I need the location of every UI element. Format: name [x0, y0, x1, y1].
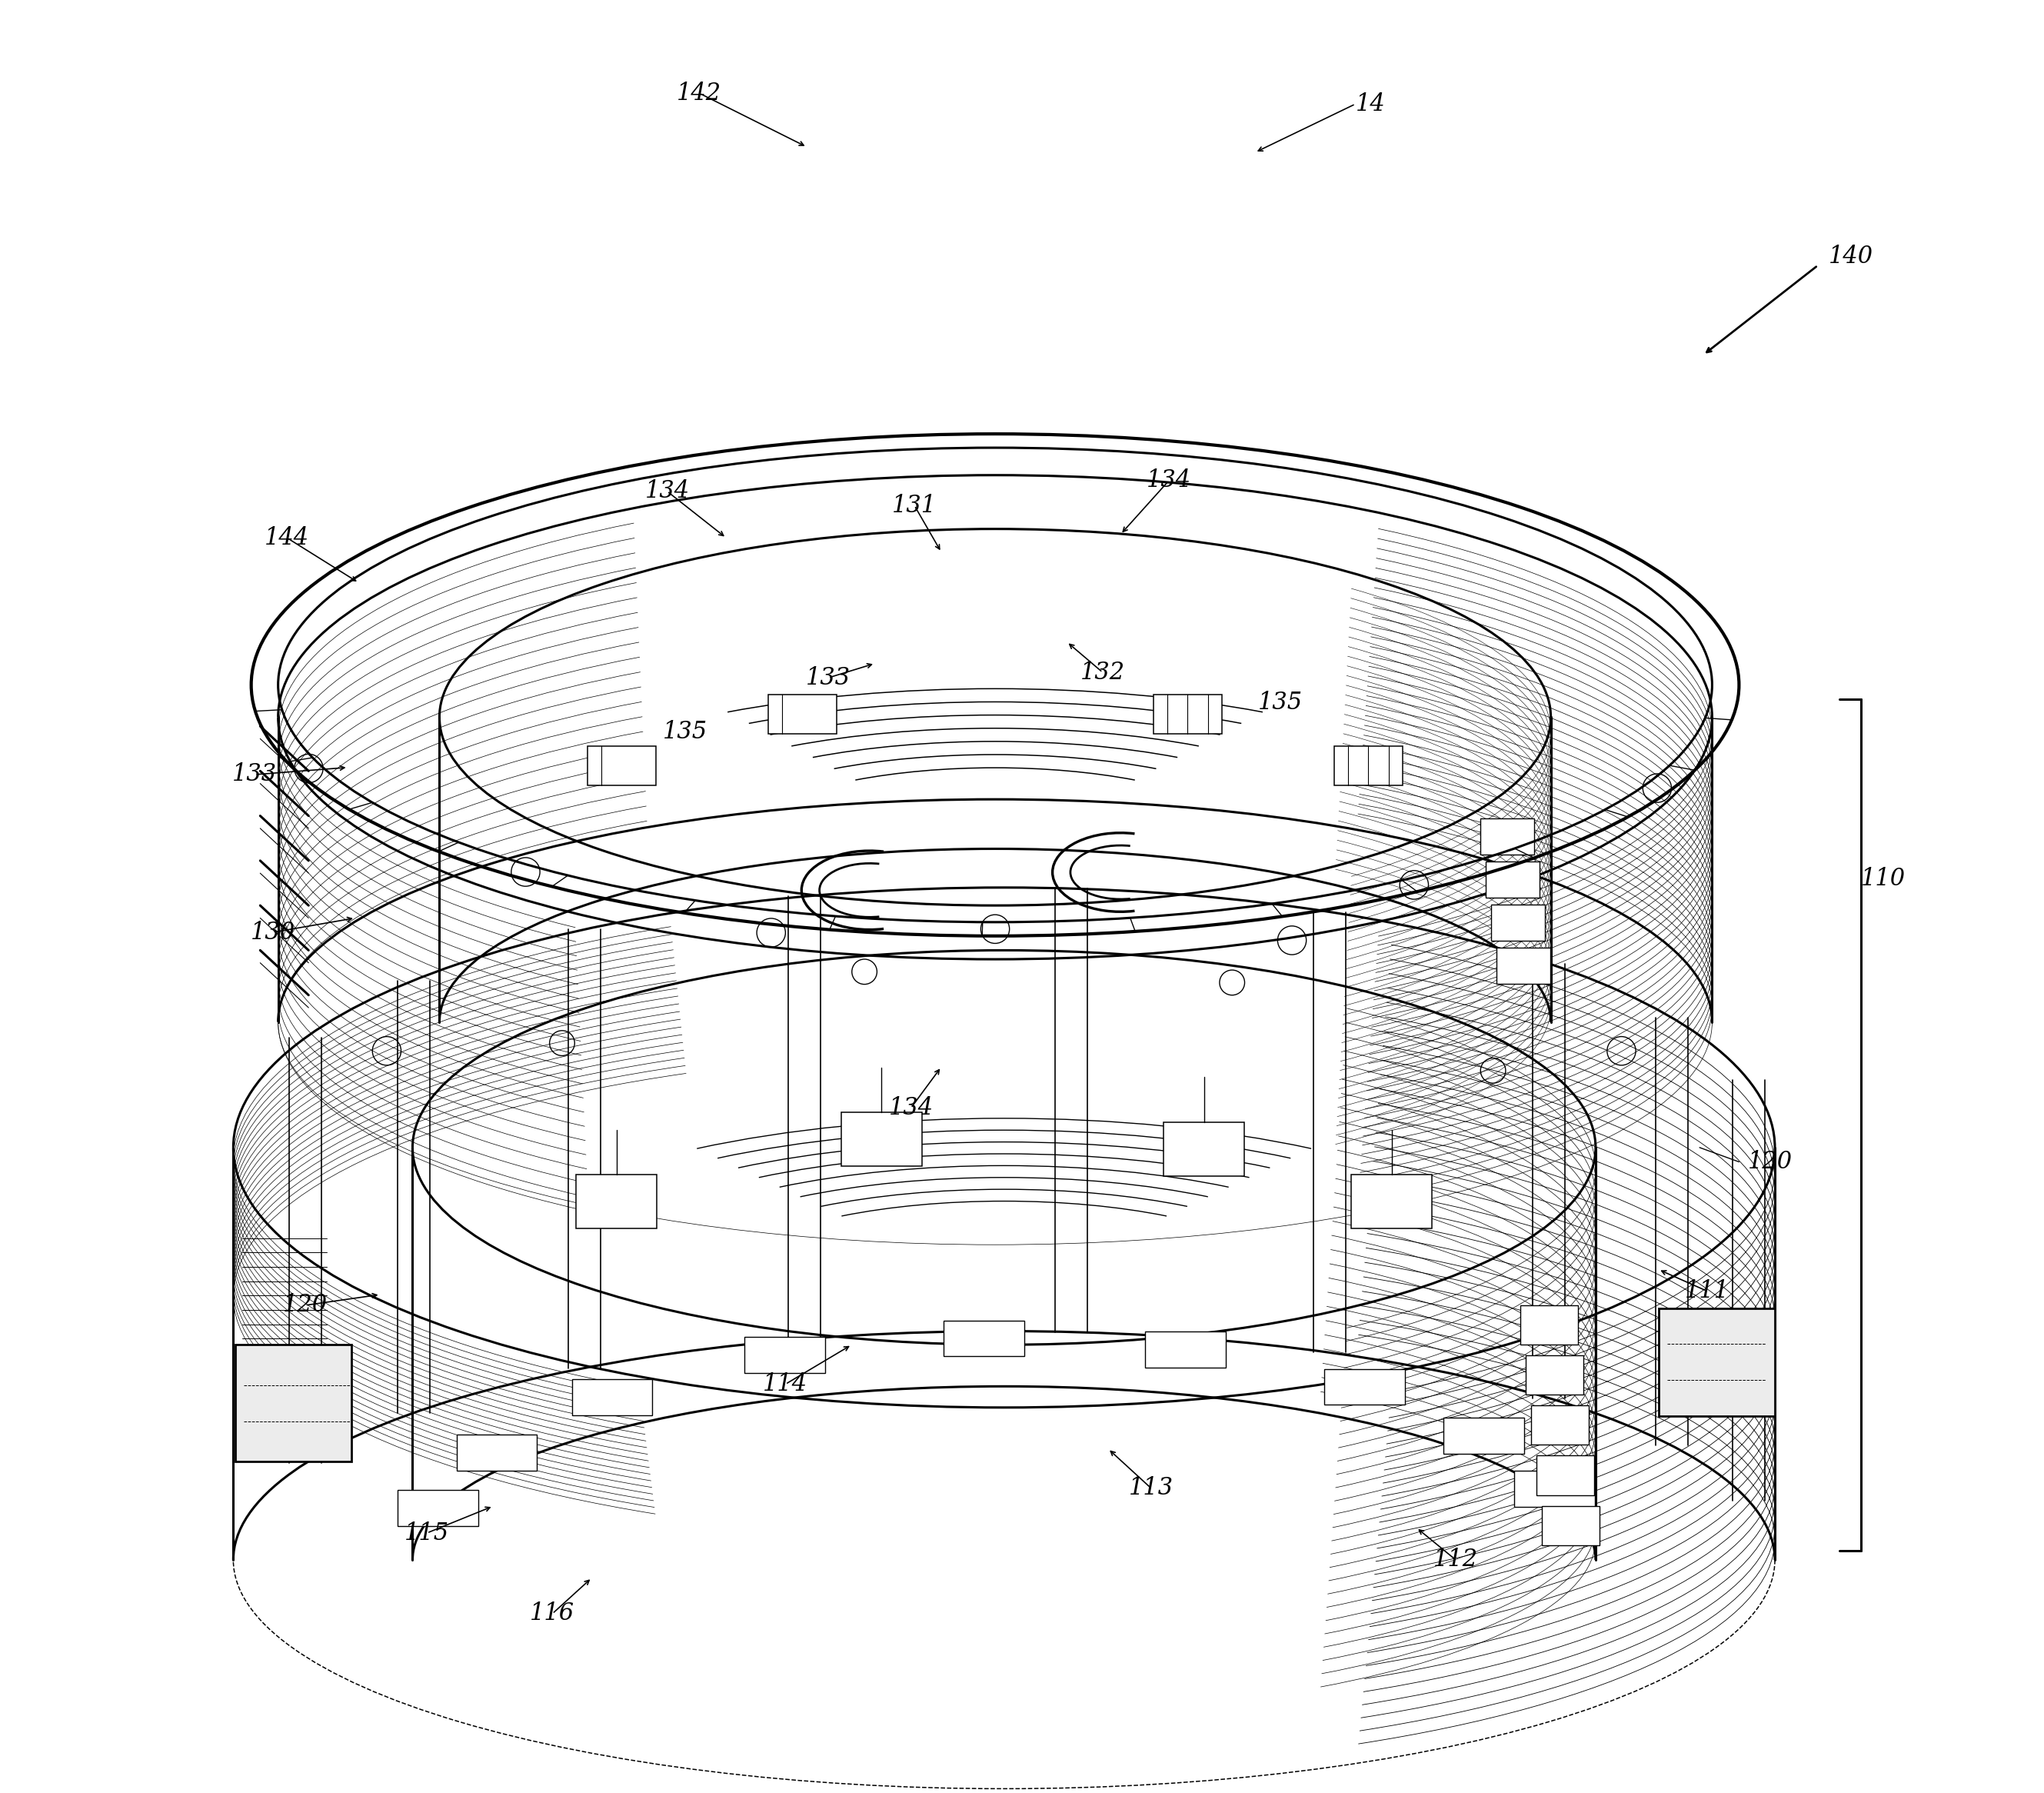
Text: 135: 135: [662, 719, 707, 744]
Bar: [1145, 1332, 1226, 1368]
Bar: [1325, 1368, 1404, 1404]
Bar: [399, 1490, 478, 1526]
Text: 120: 120: [282, 1293, 327, 1318]
Text: 140: 140: [1829, 244, 1874, 269]
Bar: [1486, 862, 1539, 898]
Text: 132: 132: [1081, 660, 1124, 685]
Text: 116: 116: [529, 1601, 574, 1626]
Bar: [1541, 1506, 1598, 1546]
Bar: [1531, 1406, 1588, 1445]
Text: 120: 120: [1748, 1149, 1793, 1174]
Bar: [942, 1320, 1024, 1356]
Bar: [589, 746, 656, 785]
Bar: [1163, 1122, 1245, 1176]
Text: 110: 110: [1860, 866, 1905, 891]
Bar: [456, 1434, 538, 1470]
Bar: [1351, 1174, 1433, 1228]
Text: 134: 134: [889, 1096, 934, 1121]
Text: 112: 112: [1433, 1547, 1478, 1572]
Bar: [842, 1112, 922, 1165]
Bar: [1515, 1470, 1594, 1506]
Bar: [1537, 1456, 1594, 1495]
Bar: [769, 694, 836, 733]
Text: 134: 134: [644, 479, 689, 504]
Text: 142: 142: [677, 81, 722, 106]
Text: 115: 115: [405, 1520, 450, 1546]
Text: 131: 131: [891, 493, 936, 518]
Text: 133: 133: [233, 762, 278, 787]
Text: 133: 133: [805, 665, 850, 690]
Text: 111: 111: [1684, 1278, 1729, 1304]
Bar: [744, 1338, 826, 1373]
Text: 114: 114: [762, 1372, 807, 1397]
Text: 130: 130: [249, 920, 294, 945]
Bar: [1496, 948, 1549, 984]
Bar: [576, 1174, 656, 1228]
Bar: [1443, 1418, 1525, 1454]
Bar: [1521, 1305, 1578, 1345]
Text: 14: 14: [1355, 91, 1386, 117]
Bar: [1492, 905, 1545, 941]
Text: 113: 113: [1128, 1476, 1173, 1501]
Bar: [572, 1379, 652, 1415]
Bar: [235, 1345, 352, 1461]
Bar: [1480, 819, 1535, 855]
Bar: [1527, 1356, 1584, 1395]
Text: 134: 134: [1147, 468, 1192, 493]
Text: 135: 135: [1257, 690, 1302, 715]
Bar: [1658, 1309, 1774, 1416]
Bar: [1153, 694, 1222, 733]
Bar: [1335, 746, 1402, 785]
Text: 144: 144: [266, 525, 309, 550]
